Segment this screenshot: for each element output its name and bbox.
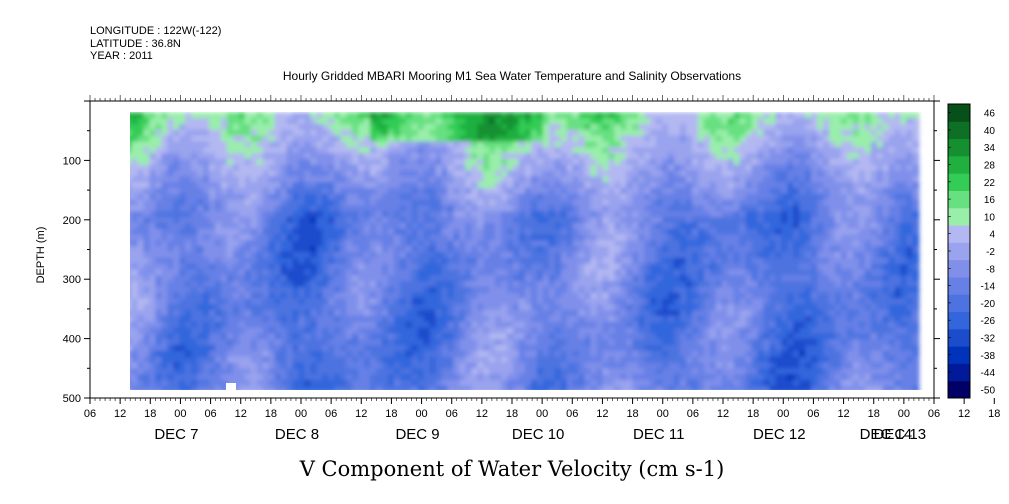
colorbar-label: -14	[981, 282, 996, 293]
x-hour-label: 06	[446, 408, 458, 420]
x-day-label: DEC 7	[154, 426, 198, 443]
x-axis-title: V Component of Water Velocity (cm s-1)	[299, 457, 725, 481]
colorbar-swatch	[948, 207, 970, 226]
colorbar-label: 40	[984, 126, 996, 137]
x-hour-label: 06	[687, 408, 699, 420]
y-tick-label: 300	[63, 274, 81, 286]
chart-title: Hourly Gridded MBARI Mooring M1 Sea Wate…	[283, 69, 741, 83]
colorbar-swatch	[948, 380, 970, 399]
x-axis: 06 12 18 00 06 12 18 00 06 12 18 00 06 12 18 00 06 12 18 00…	[84, 398, 1000, 443]
colorbar-label: -20	[981, 299, 996, 310]
colorbar-swatch	[948, 363, 970, 382]
x-hour-label: 06	[807, 408, 819, 420]
colorbar-label: -8	[986, 264, 995, 275]
x-hour-label: 00	[174, 408, 186, 420]
x-hour-label: 00	[898, 408, 910, 420]
colorbar-label: -38	[981, 351, 996, 362]
x-hour-label: 00	[536, 408, 548, 420]
x-hour-label: 00	[777, 408, 789, 420]
colorbar-swatch	[948, 104, 970, 122]
y-tick-label: 200	[63, 215, 81, 227]
y-axis: 100 200 300 400 500	[63, 100, 940, 405]
colorbar-label: 22	[984, 178, 996, 189]
colorbar-swatch	[948, 328, 970, 347]
colorbar-swatch	[948, 276, 970, 295]
colorbar-swatch	[948, 242, 970, 261]
colorbar-swatch	[948, 121, 970, 140]
x-hour-label: 12	[355, 408, 367, 420]
colorbar-swatch	[948, 190, 970, 209]
x-hour-label: 18	[506, 408, 518, 420]
colorbar-swatch	[948, 173, 970, 191]
x-hour-label: 12	[596, 408, 608, 420]
y-tick-label: 100	[63, 155, 81, 167]
x-hour-label: 18	[385, 408, 397, 420]
colorbar-label: -2	[986, 247, 995, 258]
colorbar-label: -50	[981, 385, 996, 396]
colorbar-swatch	[948, 138, 970, 157]
colorbar-swatch	[948, 311, 970, 330]
colorbar-label: -44	[981, 368, 996, 379]
x-hour-label: 18	[988, 408, 1000, 420]
colorbar-label: 10	[984, 212, 996, 223]
colorbar-swatch	[948, 155, 970, 174]
colorbar-label: 16	[984, 195, 996, 206]
x-hour-label: 12	[958, 408, 970, 420]
colorbar-swatch	[948, 346, 970, 364]
x-day-label: DEC 10	[512, 426, 565, 443]
x-hour-label: 06	[928, 408, 940, 420]
colorbar-swatch	[948, 259, 970, 278]
colorbar-label: 34	[984, 143, 996, 154]
colorbar: 46 40 34 28 22 16 10 4 -2 -8 -14 -20 -26 -32 -38 -44 -50	[947, 103, 996, 399]
colorbar-label: 4	[989, 230, 995, 241]
top-axis	[89, 95, 935, 101]
year-label: YEAR : 2011	[90, 50, 153, 62]
colorbar-label: -26	[981, 316, 996, 327]
y-tick-label: 500	[63, 393, 81, 405]
y-tick-label: 400	[63, 334, 81, 346]
colorbar-label: -32	[981, 333, 996, 344]
x-hour-label: 18	[747, 408, 759, 420]
x-day-label: DEC 8	[275, 426, 319, 443]
x-hour-label: 12	[476, 408, 488, 420]
x-day-label: DEC 11	[633, 426, 684, 443]
x-day-label: DEC 14	[860, 426, 913, 443]
missing-data-cell	[226, 383, 236, 390]
x-hour-label: 00	[415, 408, 427, 420]
heatmap-field	[130, 112, 920, 390]
x-hour-label: 06	[566, 408, 578, 420]
colorbar-swatch	[948, 294, 970, 313]
x-hour-label: 18	[144, 408, 156, 420]
colorbar-swatch	[948, 225, 970, 243]
x-hour-label: 00	[295, 408, 307, 420]
x-day-label: DEC 9	[395, 426, 439, 443]
colorbar-label: 28	[984, 161, 996, 172]
colorbar-label: 46	[984, 109, 996, 120]
x-hour-label: 18	[265, 408, 277, 420]
x-hour-label: 06	[84, 408, 96, 420]
x-hour-label: 12	[114, 408, 126, 420]
x-day-label: DEC 13	[874, 426, 927, 443]
y-axis-label: DEPTH (m)	[35, 227, 47, 284]
x-hour-label: 06	[204, 408, 216, 420]
x-hour-label: 06	[325, 408, 337, 420]
x-hour-label: 12	[717, 408, 729, 420]
longitude-label: LONGITUDE : 122W(-122)	[90, 25, 221, 37]
x-day-label: DEC 12	[753, 426, 806, 443]
x-hour-label: 12	[235, 408, 247, 420]
x-hour-label: 12	[837, 408, 849, 420]
x-hour-label: 18	[868, 408, 880, 420]
x-hour-label: 00	[657, 408, 669, 420]
x-hour-label: 18	[626, 408, 638, 420]
latitude-label: LATITUDE : 36.8N	[90, 38, 181, 50]
